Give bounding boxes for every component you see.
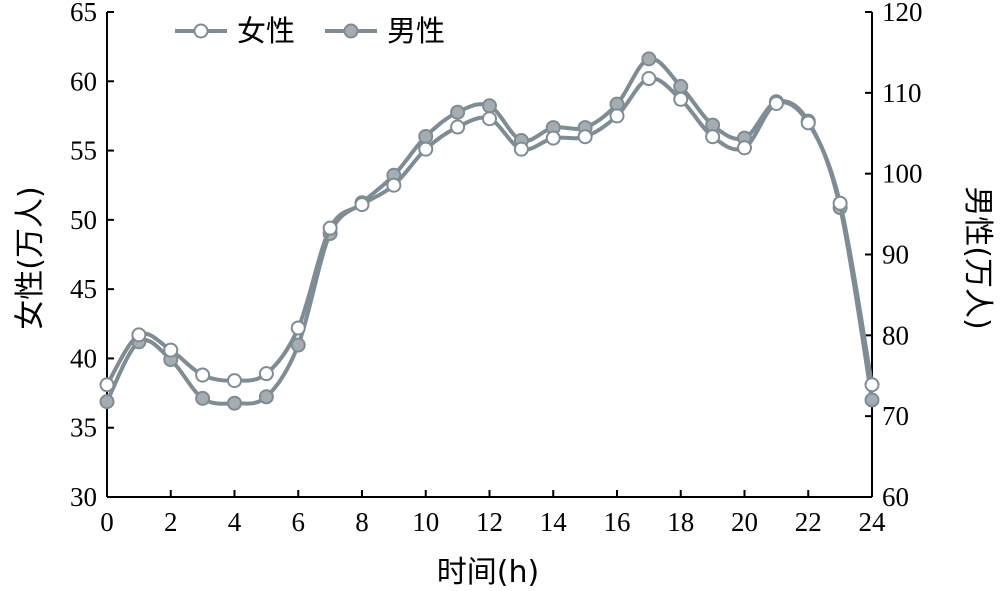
female-data-point: [386, 177, 402, 193]
right-y-tick-label: 90: [882, 240, 909, 270]
female-data-point: [418, 141, 434, 157]
female-data-point: [290, 320, 306, 336]
female-data-point: [609, 108, 625, 124]
x-tick-label: 14: [540, 507, 568, 537]
female-data-point: [482, 111, 497, 127]
left-y-tick-label: 50: [70, 205, 97, 235]
x-tick-label: 12: [476, 507, 503, 537]
male-data-point: [99, 394, 115, 410]
female-data-point: [864, 377, 880, 393]
male-data-point: [227, 395, 242, 411]
female-data-point: [163, 342, 179, 358]
left-y-tick-label: 65: [70, 0, 97, 27]
right-y-tick-label: 80: [882, 320, 909, 350]
right-y-tick-label: 60: [882, 482, 909, 512]
female-data-point: [258, 366, 274, 382]
male-data-point: [482, 98, 497, 114]
x-tick-label: 0: [100, 507, 114, 537]
x-tick-label: 6: [292, 507, 306, 537]
left-y-tick-label: 45: [70, 274, 97, 304]
x-tick-label: 20: [731, 507, 758, 537]
male-data-point: [450, 104, 466, 120]
right-y-tick-label: 110: [882, 78, 922, 108]
female-data-point: [545, 130, 561, 146]
x-tick-label: 24: [859, 507, 887, 537]
female-data-point: [673, 91, 689, 107]
male-data-point: [418, 128, 434, 144]
left-y-axis-title: 女性(万人): [13, 186, 48, 329]
female-data-point: [832, 195, 848, 211]
female-data-point: [354, 197, 370, 213]
female-data-point: [322, 220, 338, 236]
x-tick-label: 8: [355, 507, 369, 537]
female-data-point: [641, 71, 657, 87]
x-axis-title: 时间(h): [437, 555, 539, 590]
x-tick-label: 18: [667, 507, 694, 537]
right-y-tick-label: 120: [882, 0, 923, 27]
male-data-point: [195, 390, 211, 406]
right-y-tick-label: 70: [882, 401, 909, 431]
left-y-tick-label: 35: [70, 413, 97, 443]
female-legend-label: 女性: [237, 14, 295, 48]
male-data-point: [641, 51, 657, 67]
x-tick-label: 16: [604, 507, 631, 537]
female-data-point: [450, 119, 466, 135]
female-legend-marker: [193, 23, 209, 39]
female-data-point: [737, 140, 752, 156]
left-y-tick-label: 30: [70, 482, 97, 512]
female-data-point: [577, 129, 593, 145]
male-data-point: [258, 389, 274, 405]
series-group: [99, 51, 880, 411]
female-data-point: [705, 129, 721, 145]
x-tick-label: 22: [795, 507, 822, 537]
legend: 女性 男性: [175, 14, 445, 48]
female-data-point: [131, 327, 147, 343]
female-data-point: [227, 373, 242, 389]
female-data-point: [800, 115, 816, 131]
axes: [106, 12, 873, 498]
female-data-point: [195, 367, 211, 383]
left-y-tick-label: 60: [70, 66, 97, 96]
male-legend-marker: [343, 23, 359, 39]
right-y-axis-title: 男性(万人): [960, 186, 995, 329]
male-data-point: [864, 392, 880, 408]
x-tick-label: 4: [228, 507, 242, 537]
right-y-tick-label: 100: [882, 159, 923, 189]
female-data-point: [768, 95, 784, 111]
male-data-point: [673, 78, 689, 94]
female-data-point: [99, 377, 115, 393]
left-y-tick-label: 40: [70, 343, 97, 373]
left-y-tick-label: 55: [70, 136, 97, 166]
x-tick-label: 2: [164, 507, 178, 537]
x-tick-label: 10: [412, 507, 439, 537]
male-legend-label: 男性: [387, 14, 445, 48]
ticks: 0 2 4 6 8 10 12 14 16 18 20 22 243035404550556065607…: [70, 0, 923, 537]
female-data-point: [513, 141, 529, 157]
